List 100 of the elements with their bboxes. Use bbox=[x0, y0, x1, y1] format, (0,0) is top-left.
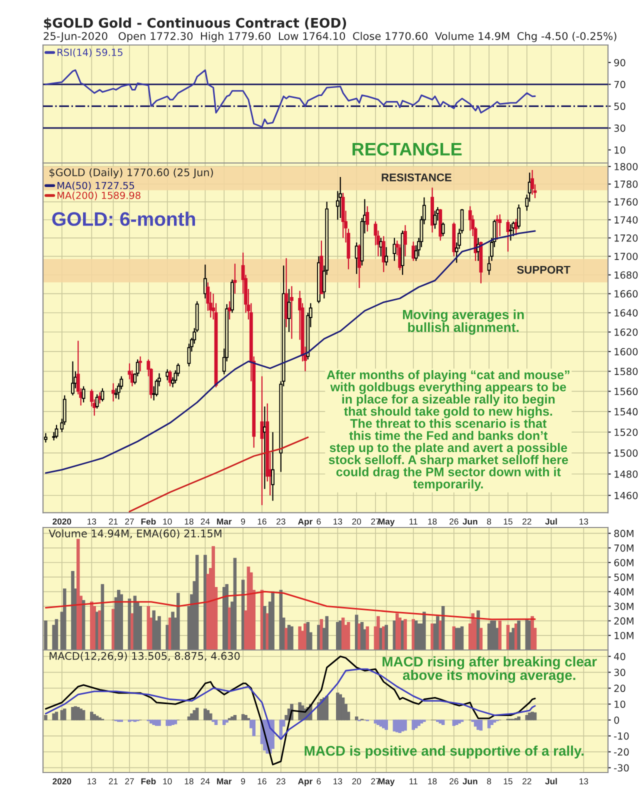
candlestick bbox=[71, 360, 74, 396]
x-tick-label: 24 bbox=[200, 778, 210, 784]
y-tick-label: 1740 bbox=[614, 216, 638, 224]
bar bbox=[460, 626, 464, 650]
chart-title: Volume 14.94M, EMA(60) 21.15M bbox=[48, 529, 222, 539]
bar bbox=[279, 590, 283, 650]
bar bbox=[479, 720, 483, 731]
bar bbox=[517, 620, 520, 650]
chart-title: $GOLD (Daily) 1770.60 (25 Jun) bbox=[50, 168, 213, 178]
bar bbox=[138, 606, 142, 650]
bar bbox=[358, 623, 361, 650]
bar bbox=[206, 710, 210, 720]
bar bbox=[54, 619, 58, 650]
candlestick bbox=[404, 224, 407, 257]
x-tick-label: Apr bbox=[298, 778, 313, 786]
bar bbox=[252, 720, 256, 736]
candlestick bbox=[514, 218, 518, 236]
bar bbox=[44, 714, 48, 720]
chart-title: MACD(12,26,9) 13.505, 8.875, 4.630 bbox=[50, 652, 240, 662]
x-tick-label: 9 bbox=[241, 778, 246, 784]
x-tick-label: 9 bbox=[241, 518, 246, 525]
bar bbox=[195, 708, 199, 720]
candlestick bbox=[114, 388, 118, 399]
bar bbox=[512, 628, 516, 650]
candlestick bbox=[98, 392, 102, 404]
bar bbox=[438, 620, 442, 650]
chart-subtitle: 25-Jun-2020 Open 1772.30 High 1779.60 Low 1764.10 Close 1770.60 Volume 14.9M Chg -4.50 (-0.25%) bbox=[44, 32, 616, 42]
bar bbox=[452, 626, 456, 650]
bar bbox=[420, 720, 424, 724]
bar bbox=[304, 623, 307, 650]
x-tick-label: 8 bbox=[487, 778, 492, 784]
bar bbox=[171, 612, 174, 650]
y-tick-label: 1720 bbox=[614, 234, 638, 242]
x-tick-label: 16 bbox=[258, 518, 266, 525]
x-tick-label: 13 bbox=[88, 518, 96, 525]
bar bbox=[95, 716, 99, 720]
bar bbox=[222, 720, 226, 726]
x-tick-label: 22 bbox=[522, 778, 532, 784]
x-tick-label: 21 bbox=[108, 778, 118, 784]
x-tick-label: 21 bbox=[108, 518, 118, 524]
annotation: Moving averages in bullish alignment. bbox=[403, 310, 524, 335]
bar bbox=[44, 620, 48, 650]
y-tick-label: 70M bbox=[614, 544, 634, 552]
bar bbox=[62, 588, 66, 650]
bar bbox=[233, 558, 237, 650]
bar bbox=[195, 554, 199, 650]
candlestick bbox=[366, 206, 370, 232]
y-tick-label: 1660 bbox=[614, 290, 638, 298]
y-tick-label: 20M bbox=[614, 617, 634, 625]
x-tick-label: 6 bbox=[316, 778, 321, 784]
y-tick-label: 10 bbox=[614, 700, 626, 708]
bar bbox=[298, 626, 302, 650]
x-tick-label: 23 bbox=[276, 778, 286, 784]
bar bbox=[452, 720, 456, 726]
y-tick-label: 50M bbox=[614, 574, 634, 581]
y-tick-label: 1520 bbox=[614, 428, 638, 436]
y-tick-label: 50 bbox=[614, 102, 626, 110]
candlestick bbox=[82, 386, 86, 403]
legend-label: MA(50) 1727.55 bbox=[58, 182, 134, 190]
bar bbox=[92, 606, 96, 650]
bar bbox=[90, 712, 94, 720]
candlestick bbox=[433, 210, 437, 230]
bar bbox=[225, 584, 228, 650]
y-tick-label: 40M bbox=[614, 588, 634, 596]
bar bbox=[192, 710, 196, 720]
y-tick-label: -10 bbox=[614, 732, 629, 740]
candlestick bbox=[287, 288, 291, 333]
bar bbox=[62, 708, 66, 720]
y-tick-label: 10 bbox=[614, 146, 626, 154]
bar bbox=[54, 712, 58, 720]
x-tick-label: Jul bbox=[545, 518, 557, 525]
x-tick-label: 20 bbox=[352, 518, 362, 525]
x-tick-label: 13 bbox=[88, 778, 96, 784]
candlestick bbox=[112, 382, 115, 402]
candlestick bbox=[358, 244, 361, 289]
candlestick bbox=[204, 264, 207, 299]
y-tick-label: 1780 bbox=[614, 180, 638, 188]
bar bbox=[214, 720, 218, 726]
x-tick-label: 27 bbox=[125, 778, 134, 784]
x-tick-label: 16 bbox=[258, 778, 266, 784]
bar bbox=[479, 628, 483, 650]
candlestick bbox=[382, 236, 386, 273]
bar bbox=[441, 720, 445, 726]
bar bbox=[476, 610, 480, 650]
x-tick-label: 24 bbox=[200, 518, 210, 524]
bar bbox=[379, 720, 383, 727]
bar bbox=[384, 624, 388, 650]
candlestick bbox=[512, 221, 516, 237]
bar bbox=[152, 610, 156, 650]
annotation: MACD is positive and supportive of a rally. bbox=[304, 746, 584, 759]
y-tick-label: 1700 bbox=[614, 252, 638, 260]
x-tick-label: 18 bbox=[428, 778, 437, 784]
y-tick-label: 1680 bbox=[614, 271, 638, 279]
bar bbox=[212, 546, 215, 650]
bar bbox=[230, 716, 234, 720]
bar bbox=[441, 606, 445, 650]
bar bbox=[166, 720, 169, 726]
line-series bbox=[44, 590, 536, 620]
candlestick bbox=[517, 204, 520, 230]
bar bbox=[112, 608, 115, 650]
